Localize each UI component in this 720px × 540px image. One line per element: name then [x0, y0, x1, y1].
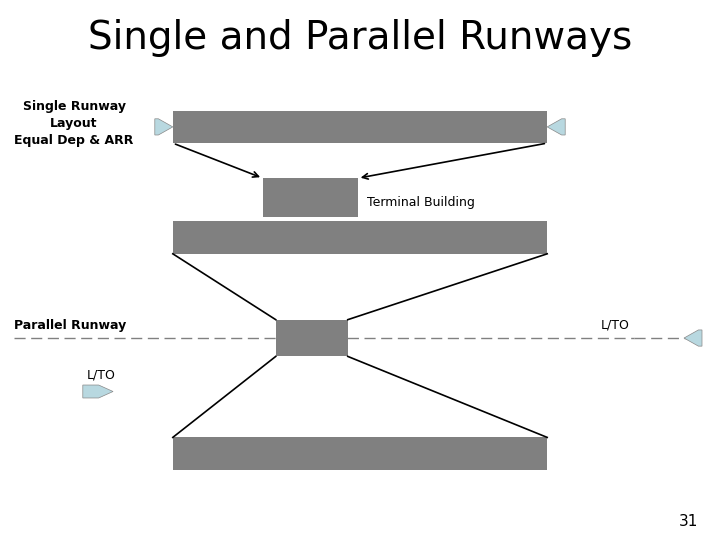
Bar — [173, 221, 547, 254]
Bar — [173, 111, 547, 143]
FancyArrow shape — [83, 385, 113, 398]
Text: Terminal Building: Terminal Building — [367, 196, 475, 209]
FancyArrow shape — [155, 119, 173, 135]
FancyArrow shape — [547, 119, 565, 135]
Text: Parallel Runway: Parallel Runway — [14, 319, 127, 332]
Bar — [276, 320, 348, 356]
Text: L/TO: L/TO — [601, 319, 630, 332]
Text: 31: 31 — [679, 514, 698, 529]
Text: L/TO: L/TO — [86, 369, 115, 382]
Bar — [173, 437, 547, 470]
Text: Single and Parallel Runways: Single and Parallel Runways — [88, 19, 632, 57]
Bar — [263, 178, 358, 217]
FancyArrow shape — [684, 330, 702, 346]
Text: Single Runway
Layout
Equal Dep & ARR: Single Runway Layout Equal Dep & ARR — [14, 99, 134, 147]
